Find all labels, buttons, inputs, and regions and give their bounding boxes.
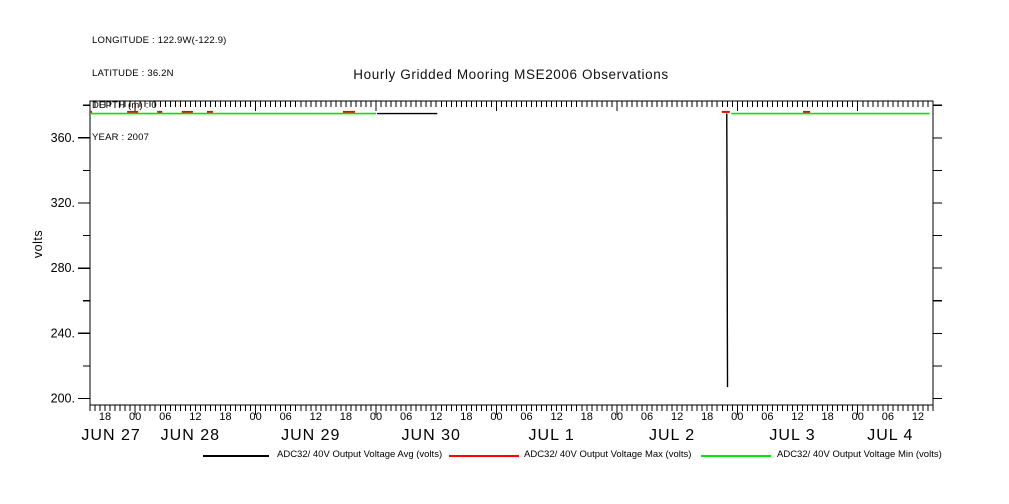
plot-border xyxy=(89,100,934,406)
svg-text:00: 00 xyxy=(370,411,382,423)
svg-text:JUL 1: JUL 1 xyxy=(529,427,575,444)
x-axis-ticks xyxy=(89,101,934,415)
svg-text:360.: 360. xyxy=(51,131,75,145)
svg-text:18: 18 xyxy=(340,411,352,423)
svg-text:JUN 29: JUN 29 xyxy=(281,427,340,444)
svg-text:18: 18 xyxy=(822,411,834,423)
svg-text:JUL 3: JUL 3 xyxy=(769,427,815,444)
svg-text:06: 06 xyxy=(641,411,653,423)
svg-text:18: 18 xyxy=(701,411,713,423)
svg-text:00: 00 xyxy=(852,411,864,423)
svg-text:00: 00 xyxy=(731,411,743,423)
svg-text:18: 18 xyxy=(581,411,593,423)
svg-text:12: 12 xyxy=(310,411,322,423)
metadata-longitude: LONGITUDE : 122.9W(-122.9) xyxy=(92,35,227,47)
svg-text:320.: 320. xyxy=(51,196,75,210)
series-segment xyxy=(726,113,729,388)
svg-text:12: 12 xyxy=(430,411,442,423)
series-avg xyxy=(377,112,729,388)
svg-text:06: 06 xyxy=(400,411,412,423)
svg-text:06: 06 xyxy=(520,411,532,423)
svg-text:18: 18 xyxy=(219,411,231,423)
svg-text:06: 06 xyxy=(280,411,292,423)
svg-text:12: 12 xyxy=(671,411,683,423)
legend: ADC32/ 40V Output Voltage Avg (volts) AD… xyxy=(0,448,1009,464)
svg-text:00: 00 xyxy=(490,411,502,423)
svg-text:12: 12 xyxy=(551,411,563,423)
svg-text:00: 00 xyxy=(611,411,623,423)
svg-text:JUN 30: JUN 30 xyxy=(402,427,461,444)
svg-text:06: 06 xyxy=(882,411,894,423)
y-axis-ticks: 200. 240. 280. 320. 360. xyxy=(51,104,90,405)
legend-label-min: ADC32/ 40V Output Voltage Min (volts) xyxy=(777,449,942,460)
metadata-year: YEAR : 2007 xyxy=(92,131,150,143)
svg-text:12: 12 xyxy=(912,411,924,423)
svg-text:JUL 2: JUL 2 xyxy=(649,427,695,444)
y-axis-ticks-right xyxy=(933,104,942,400)
svg-text:12: 12 xyxy=(791,411,803,423)
legend-label-max: ADC32/ 40V Output Voltage Max (volts) xyxy=(524,449,692,460)
svg-text:200.: 200. xyxy=(51,391,75,405)
svg-text:00: 00 xyxy=(249,411,261,423)
chart-title: Hourly Gridded Mooring MSE2006 Observati… xyxy=(353,67,669,82)
svg-text:240.: 240. xyxy=(51,326,75,340)
plot-frame xyxy=(89,100,934,406)
legend-line-min xyxy=(701,455,771,457)
svg-text:JUN 27: JUN 27 xyxy=(81,427,140,444)
legend-label-avg: ADC32/ 40V Output Voltage Avg (volts) xyxy=(277,449,443,460)
svg-text:12: 12 xyxy=(189,411,201,423)
svg-text:JUL 4: JUL 4 xyxy=(867,427,913,444)
svg-text:18: 18 xyxy=(460,411,472,423)
svg-text:280.: 280. xyxy=(51,261,75,275)
x-axis-hour-labels: 18 00 06 12 18 00 06 12 18 00 06 12 18 00 06 12 18 00 06 12… xyxy=(99,411,924,423)
svg-text:18: 18 xyxy=(99,411,111,423)
svg-text:06: 06 xyxy=(159,411,171,423)
svg-text:06: 06 xyxy=(761,411,773,423)
metadata-latitude: LATITUDE : 36.2N xyxy=(92,67,174,79)
x-axis-date-labels: JUN 27 JUN 28 JUN 29 JUN 30 JUL 1 JUL 2 JUL 3 J… xyxy=(81,427,913,444)
legend-line-avg xyxy=(203,455,269,457)
svg-text:JUN 28: JUN 28 xyxy=(161,427,220,444)
svg-text:00: 00 xyxy=(129,411,141,423)
legend-line-max xyxy=(449,455,519,457)
